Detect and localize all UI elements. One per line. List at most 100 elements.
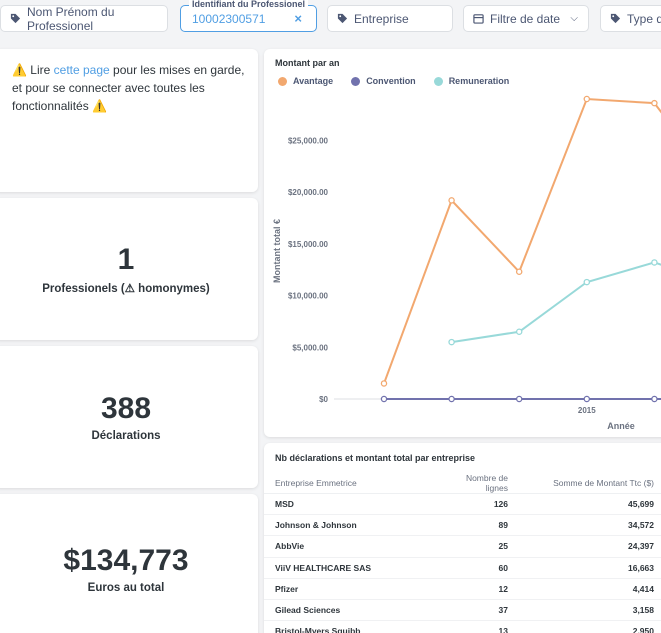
data-point[interactable] bbox=[380, 380, 388, 387]
note-text: ⚠️ Lire cette page pour les mises en gar… bbox=[0, 49, 258, 127]
professionnels-card: 1 Professionels (⚠ homonymes) bbox=[0, 198, 258, 340]
table-row[interactable]: Bristol-Myers Squibb 13 2,950 bbox=[264, 620, 661, 633]
note-post: pour les mises en garde, et pour se conn… bbox=[12, 63, 245, 113]
data-point[interactable] bbox=[583, 95, 591, 103]
cell-nombre: 126 bbox=[434, 493, 519, 516]
cell-somme: 3,158 bbox=[519, 599, 661, 622]
cell-somme: 4,414 bbox=[519, 578, 661, 600]
filter-type-declaration[interactable]: Type déc bbox=[600, 5, 661, 32]
data-point[interactable] bbox=[515, 268, 523, 276]
cell-somme: 45,699 bbox=[519, 493, 661, 516]
filter-label: Entreprise bbox=[354, 11, 409, 26]
cell-entreprise: Bristol-Myers Squibb bbox=[264, 620, 434, 633]
total-amount: $134,773 bbox=[63, 544, 189, 577]
tag-icon bbox=[610, 13, 621, 24]
total-card: $134,773 Euros au total bbox=[0, 494, 258, 633]
data-point[interactable] bbox=[583, 395, 591, 403]
legend-dot bbox=[278, 76, 287, 86]
cell-nombre: 13 bbox=[434, 620, 519, 633]
cell-entreprise: Johnson & Johnson bbox=[264, 514, 434, 537]
filter-value: 10002300571 bbox=[192, 11, 266, 26]
legend-label: Avantage bbox=[293, 76, 334, 86]
table-row[interactable]: Pfizer 12 4,414 bbox=[264, 578, 661, 600]
table-row[interactable]: AbbVie 25 24,397 bbox=[264, 535, 661, 558]
cell-entreprise: Gilead Sciences bbox=[264, 599, 434, 622]
y-axis-label: Montant total € bbox=[272, 219, 282, 283]
legend-label: Remuneration bbox=[448, 76, 510, 86]
cell-nombre: 37 bbox=[434, 599, 519, 622]
cell-nombre: 89 bbox=[434, 514, 519, 537]
y-tick-label: $5,000.00 bbox=[292, 343, 328, 352]
filter-label: Filtre de date bbox=[490, 11, 561, 26]
filter-nom-prenom[interactable]: Nom Prénom du Professionel bbox=[0, 4, 168, 33]
cell-somme: 16,663 bbox=[519, 557, 661, 579]
series-line-avantage bbox=[383, 97, 661, 384]
chart-legend: Avantage Convention Remuneration bbox=[278, 76, 509, 86]
table-title: Nb déclarations et montant total par ent… bbox=[275, 453, 476, 463]
legend-item-avantage[interactable]: Avantage bbox=[278, 76, 333, 86]
declarations-count: 388 bbox=[100, 392, 152, 425]
declarations-card: 388 Déclarations bbox=[0, 346, 258, 488]
data-point[interactable] bbox=[448, 338, 455, 346]
cell-entreprise: ViiV HEALTHCARE SAS bbox=[264, 557, 434, 579]
filter-identifiant[interactable]: Identifiant du Professionel 10002300571 … bbox=[180, 0, 317, 32]
warning-icon: ⚠️ bbox=[12, 63, 27, 77]
tag-icon bbox=[337, 13, 348, 24]
line-chart: $0 $5,000.00 $10,000.00 $15,000.00 $20,000.0… bbox=[272, 95, 661, 431]
filter-date[interactable]: Filtre de date ⌵ bbox=[463, 5, 589, 32]
cell-entreprise: MSD bbox=[264, 493, 434, 516]
professionnels-count: 1 bbox=[117, 243, 135, 276]
table-row[interactable]: MSD 126 45,699 bbox=[264, 493, 661, 516]
cell-nombre: 25 bbox=[434, 535, 519, 558]
y-tick-label: $10,000.00 bbox=[288, 292, 329, 301]
data-point[interactable] bbox=[448, 197, 455, 204]
y-tick-label: $20,000.00 bbox=[288, 188, 329, 197]
cell-nombre: 60 bbox=[434, 557, 519, 579]
series-line-remuneration bbox=[451, 261, 661, 344]
cell-somme: 24,397 bbox=[519, 535, 661, 558]
cell-entreprise: AbbVie bbox=[264, 535, 434, 558]
col-header-entreprise[interactable]: Entreprise Emmetrice bbox=[264, 473, 434, 494]
professionnels-label: Professionels (⚠ homonymes) bbox=[42, 283, 210, 295]
data-point[interactable] bbox=[515, 395, 523, 403]
note-card: ⚠️ Lire cette page pour les mises en gar… bbox=[0, 49, 258, 192]
cette-page-link[interactable]: cette page bbox=[53, 63, 110, 77]
cell-somme: 34,572 bbox=[519, 514, 661, 537]
legend-item-convention[interactable]: Convention bbox=[351, 76, 416, 86]
y-tick-label: $25,000.00 bbox=[288, 136, 329, 145]
col-header-somme[interactable]: Somme de Montant Ttc ($) bbox=[519, 473, 661, 494]
filter-label: Nom Prénom du Professionel bbox=[27, 4, 115, 33]
col-header-nombre[interactable]: Nombre de lignes bbox=[434, 473, 519, 494]
data-point[interactable] bbox=[651, 259, 658, 266]
chart-title: Montant par an bbox=[275, 58, 340, 68]
filter-label: Type déc bbox=[627, 11, 661, 26]
data-point[interactable] bbox=[448, 395, 455, 403]
legend-dot bbox=[351, 76, 361, 86]
note-pre: Lire bbox=[30, 63, 51, 77]
entreprise-table: Entreprise Emmetrice Nombre de lignes So… bbox=[264, 473, 661, 633]
table-row[interactable]: ViiV HEALTHCARE SAS 60 16,663 bbox=[264, 557, 661, 579]
chart-card: Montant par an Avantage Convention Remun… bbox=[264, 49, 661, 437]
data-point[interactable] bbox=[651, 99, 658, 107]
filter-floating-label: Identifiant du Professionel bbox=[189, 0, 309, 9]
table-card: Nb déclarations et montant total par ent… bbox=[264, 443, 661, 633]
data-point[interactable] bbox=[651, 395, 658, 403]
data-point[interactable] bbox=[583, 278, 591, 286]
cell-somme: 2,950 bbox=[519, 620, 661, 633]
data-point[interactable] bbox=[380, 395, 388, 403]
cell-nombre: 12 bbox=[434, 578, 519, 600]
data-point[interactable] bbox=[515, 328, 523, 336]
tag-icon bbox=[10, 13, 21, 24]
warning-icon: ⚠️ bbox=[92, 99, 108, 113]
legend-label: Convention bbox=[366, 76, 416, 86]
y-tick-label: $15,000.00 bbox=[288, 240, 329, 249]
table-row[interactable]: Johnson & Johnson 89 34,572 bbox=[264, 514, 661, 537]
chevron-down-icon: ⌵ bbox=[570, 13, 578, 24]
legend-dot bbox=[433, 76, 443, 86]
table-row[interactable]: Gilead Sciences 37 3,158 bbox=[264, 599, 661, 622]
filter-entreprise[interactable]: Entreprise bbox=[327, 5, 453, 32]
legend-item-remuneration[interactable]: Remuneration bbox=[433, 76, 510, 86]
close-icon[interactable]: × bbox=[294, 11, 302, 26]
y-tick-label: $0 bbox=[319, 395, 328, 404]
table-header-row: Entreprise Emmetrice Nombre de lignes So… bbox=[264, 473, 661, 494]
